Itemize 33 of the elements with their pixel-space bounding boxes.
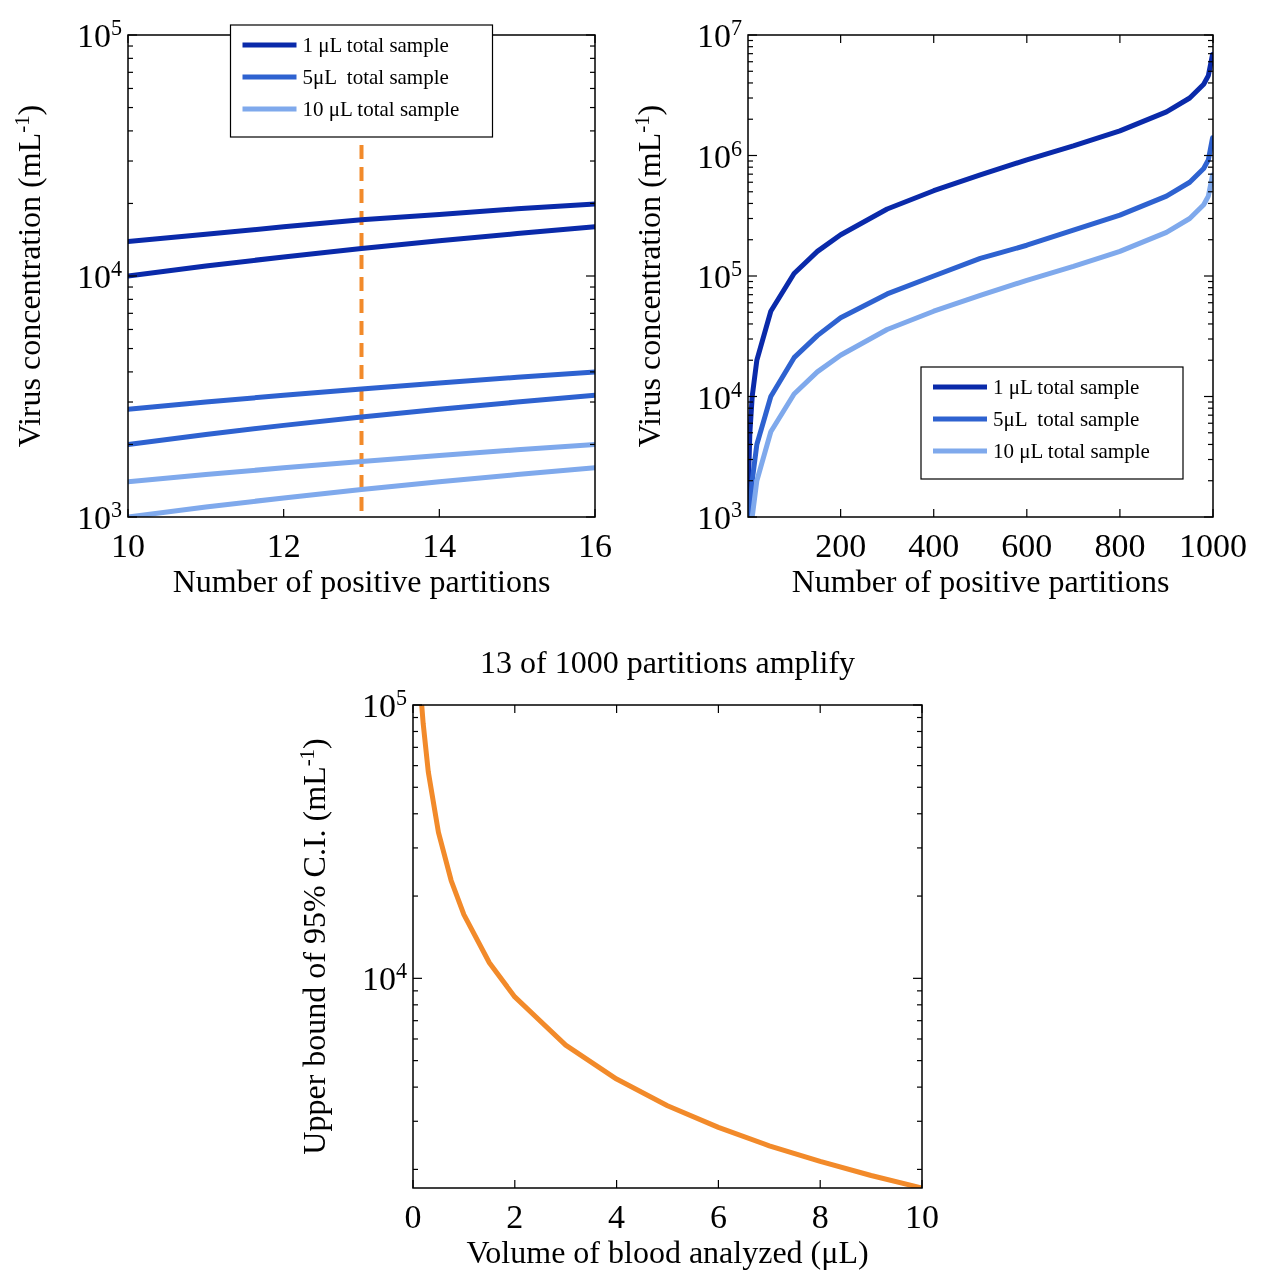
legend-label: 10 μL total sample (993, 439, 1150, 463)
legend-label: 5μL total sample (302, 65, 449, 89)
x-tick-label: 12 (266, 527, 301, 564)
legend-label: 5μL total sample (993, 407, 1140, 431)
x-axis-title: Number of positive partitions (791, 563, 1170, 599)
x-tick-label: 400 (908, 527, 960, 564)
x-tick-label: 10 (905, 1198, 939, 1235)
x-tick-label: 200 (815, 527, 867, 564)
x-tick-label: 6 (709, 1198, 727, 1235)
x-tick-label: 8 (811, 1198, 829, 1235)
x-tick-label: 1000 (1179, 527, 1247, 564)
y-tick-label: 10$^{6}$ (696, 135, 742, 175)
x-tick-label: 2 (506, 1198, 524, 1235)
x-axis-title: Volume of blood analyzed (μL) (466, 1234, 869, 1270)
y-tick-label: 10$^{3}$ (696, 496, 742, 536)
x-axis-title: Number of positive partitions (172, 563, 551, 599)
y-tick-label: 10$^{4}$ (76, 255, 122, 295)
y-tick-label: 10$^{5}$ (696, 255, 742, 295)
y-tick-label: 10$^{5}$ (76, 14, 122, 54)
x-tick-label: 4 (608, 1198, 626, 1235)
legend-label: 1 μL total sample (302, 33, 449, 57)
chart-title: 13 of 1000 partitions amplify (479, 644, 856, 680)
x-tick-label: 0 (404, 1198, 422, 1235)
y-tick-label: 10$^{5}$ (361, 684, 407, 724)
legend-label: 1 μL total sample (993, 375, 1140, 399)
y-tick-label: 10$^{4}$ (361, 957, 407, 998)
x-tick-label: 800 (1094, 527, 1146, 564)
x-tick-label: 14 (422, 527, 457, 564)
x-tick-label: 600 (1001, 527, 1053, 564)
y-tick-label: 10$^{4}$ (696, 376, 742, 416)
legend-label: 10 μL total sample (302, 97, 460, 121)
y-tick-label: 10$^{7}$ (696, 14, 742, 54)
x-tick-label: 16 (578, 527, 612, 564)
